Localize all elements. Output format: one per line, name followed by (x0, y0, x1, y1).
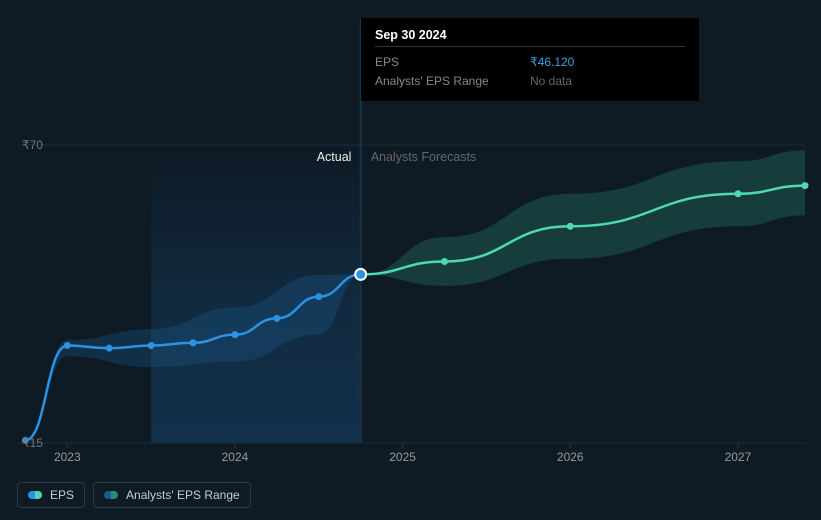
tooltip-row-value: ₹46.120 (530, 53, 574, 72)
x-axis-label: 2023 (54, 450, 81, 464)
tooltip-divider (375, 46, 685, 47)
legend-swatch-icon (104, 491, 118, 499)
y-axis-label: ₹70 (22, 138, 43, 152)
tooltip-row-label: EPS (375, 53, 490, 72)
region-label-forecast: Analysts Forecasts (371, 150, 477, 164)
tooltip-row-value: No data (530, 72, 572, 91)
legend-swatch-icon (28, 491, 42, 499)
eps-chart: Sep 30 2024 EPS₹46.120Analysts' EPS Rang… (0, 0, 821, 520)
legend-label: EPS (50, 488, 74, 502)
legend-item-eps[interactable]: EPS (17, 482, 85, 508)
legend-label: Analysts' EPS Range (126, 488, 240, 502)
x-axis-label: 2027 (725, 450, 752, 464)
tooltip-row: EPS ₹46.120 (375, 53, 685, 72)
y-axis-label: ₹15 (22, 436, 43, 450)
chart-tooltip: Sep 30 2024 EPS₹46.120Analysts' EPS Rang… (361, 18, 699, 101)
legend-item-range[interactable]: Analysts' EPS Range (93, 482, 251, 508)
tooltip-row-label: Analysts' EPS Range (375, 72, 490, 91)
tooltip-date: Sep 30 2024 (375, 28, 685, 42)
tooltip-row: Analysts' EPS Range No data (375, 72, 685, 91)
region-label-actual: Actual (317, 150, 352, 164)
x-axis-label: 2025 (389, 450, 416, 464)
x-axis-label: 2024 (222, 450, 249, 464)
chart-legend: EPS Analysts' EPS Range (17, 482, 251, 508)
x-axis-label: 2026 (557, 450, 584, 464)
